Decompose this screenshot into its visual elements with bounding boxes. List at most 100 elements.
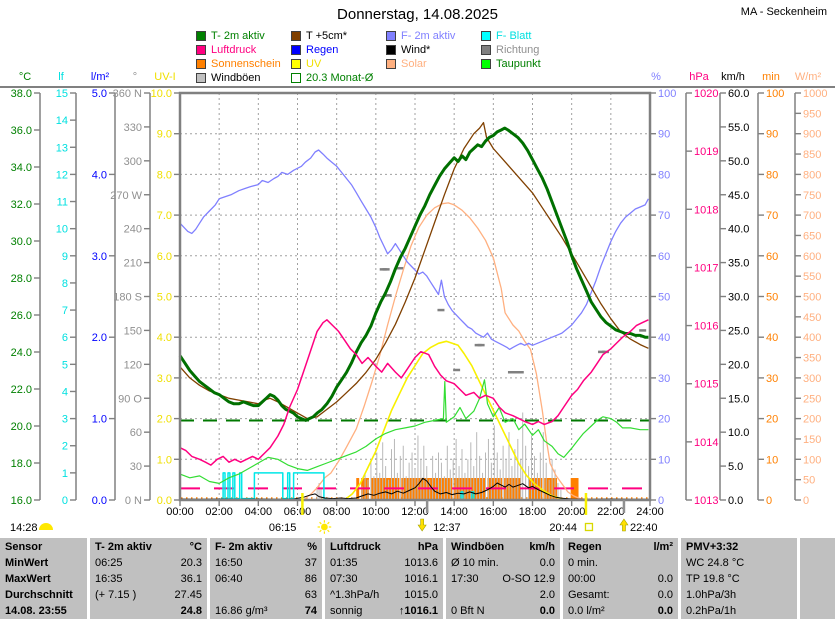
- legend-color-box: [196, 59, 206, 69]
- axis-tick-label: 30: [658, 373, 670, 385]
- x-tick-label: 12:00: [401, 506, 429, 518]
- axis-tick-label: 50.0: [728, 156, 749, 168]
- legend-color-box: [291, 59, 301, 69]
- table-row: sonnig ↑1016.1: [330, 605, 438, 617]
- axis-tick-label: 36.0: [11, 125, 32, 137]
- table-row: Durchschnitt: [5, 589, 73, 601]
- legend-item-7[interactable]: Wind*: [386, 43, 481, 57]
- axis-tick-label: 30.0: [728, 292, 749, 304]
- marker-label: 12:37: [433, 522, 461, 534]
- legend-item-1[interactable]: T- 2m aktiv: [196, 29, 291, 43]
- legend-item-4[interactable]: F- Blatt: [481, 29, 591, 43]
- legend-item-3[interactable]: F- 2m aktiv: [386, 29, 481, 43]
- axis-tick-label: 15.0: [728, 393, 749, 405]
- legend-item-label: UV: [306, 58, 322, 70]
- axis-tick-label: 9: [62, 251, 68, 263]
- axis-title-min: min: [762, 71, 780, 83]
- table-row: 2.0: [539, 589, 555, 601]
- axis-tick-label: 1.0: [157, 454, 172, 466]
- axis-tick-label: 2: [62, 441, 68, 453]
- axis-tick-label: 60: [130, 427, 142, 439]
- legend-item-2[interactable]: T +5cm*: [291, 29, 386, 43]
- axis-tick-label: 32.0: [11, 199, 32, 211]
- axis-tick-label: 10: [658, 454, 670, 466]
- axis-tick-label: 70: [658, 210, 670, 222]
- axis-tick-label: 300: [803, 373, 821, 385]
- summary-table: Sensor MinWert MaxWert Durchschnitt 14.08. 2…: [0, 538, 835, 619]
- axis-tick-label: 3.0: [157, 373, 172, 385]
- legend-item-11[interactable]: Solar: [386, 57, 481, 71]
- series-f-2m-aktiv: [179, 149, 649, 351]
- legend-item-12[interactable]: Taupunkt: [481, 57, 591, 71]
- x-tick-label: 02:00: [205, 506, 233, 518]
- table-column-luftdruck: Luftdruck hPa 01:35 1013.6 07:30 1016.1 ^1.3hP…: [325, 538, 443, 619]
- axis-tick-label: 700: [803, 210, 821, 222]
- legend-item-9[interactable]: Sonnenschein: [196, 57, 291, 71]
- legend-color-box: [196, 31, 206, 41]
- legend-color-box: [291, 31, 301, 41]
- axis-tick-label: 300: [124, 156, 142, 168]
- sun-ray: [319, 521, 322, 525]
- legend-item-8[interactable]: Richtung: [481, 43, 591, 57]
- axis-tick-label: 10: [766, 454, 778, 466]
- legend-item-5[interactable]: Luftdruck: [196, 43, 291, 57]
- series-luftdruck: [179, 319, 649, 466]
- axis-tick-label: 28.0: [11, 273, 32, 285]
- axis-tick-label: 500: [803, 292, 821, 304]
- table-row: 63: [304, 589, 317, 601]
- axis-tick-label: 8.0: [157, 169, 172, 181]
- table-row: F- 2m aktiv%: [215, 541, 317, 553]
- legend-item-label: Luftdruck: [211, 44, 257, 56]
- x-tick-label: 04:00: [245, 506, 273, 518]
- axis-tick-label: 14: [56, 115, 68, 127]
- axis-tick-label: 6: [62, 332, 68, 344]
- axis-tick-label: 850: [803, 149, 821, 161]
- legend-color-box: [481, 59, 491, 69]
- axis-tick-label: 1014: [694, 437, 718, 449]
- table-row: 0.2hPa/1h: [686, 605, 737, 617]
- axis-tick-label: 200: [803, 414, 821, 426]
- legend-item-14[interactable]: 20.3 Monat-Ø: [291, 71, 386, 85]
- axis-title-lf: lf: [58, 71, 64, 83]
- axis-tick-label: 1020: [694, 88, 718, 100]
- axis-title-UV-I: UV-I: [154, 71, 175, 83]
- axis-tick-label: 20: [658, 414, 670, 426]
- table-row: 0 min.: [568, 557, 598, 569]
- axis-tick-label: 4: [62, 386, 68, 398]
- table-row: 17:30 O-SO 12.9: [451, 573, 555, 585]
- axis-tick-label: 800: [803, 169, 821, 181]
- legend-item-13[interactable]: Windböen: [196, 71, 291, 85]
- table-row: MaxWert: [5, 573, 51, 585]
- axis-tick-label: 1016: [694, 321, 718, 333]
- legend-color-box: [196, 45, 206, 55]
- axis-tick-label: 0: [658, 495, 664, 507]
- x-tick-label: 14:00: [440, 506, 468, 518]
- axis-tick-label: 60: [658, 251, 670, 263]
- axis-tick-label: 1013: [694, 495, 718, 507]
- axis-tick-label: 0.0: [92, 495, 107, 507]
- axis-tick-label: 180 S: [113, 292, 142, 304]
- axis-title-°C: °C: [19, 71, 31, 83]
- axis-tick-label: 5.0: [157, 292, 172, 304]
- legend-item-6[interactable]: Regen: [291, 43, 386, 57]
- axis-tick-label: 20: [766, 414, 778, 426]
- axis-tick-label: 22.0: [11, 384, 32, 396]
- axis-tick-label: 550: [803, 271, 821, 283]
- axis-tick-label: 330: [124, 122, 142, 134]
- legend-color-box: [386, 31, 396, 41]
- table-row: 1.0hPa/3h: [686, 589, 737, 601]
- axis-tick-label: 900: [803, 129, 821, 141]
- axis-tick-label: 50: [658, 292, 670, 304]
- table-row: Luftdruck hPa: [330, 541, 438, 553]
- table-row: Ø 10 min. 0.0: [451, 557, 555, 569]
- x-tick-label: 24:00: [636, 506, 664, 518]
- axis-tick-label: 0.0: [728, 495, 743, 507]
- axis-tick-label: 30.0: [11, 236, 32, 248]
- axis-tick-label: 1019: [694, 146, 718, 158]
- x-tick-label: 08:00: [323, 506, 351, 518]
- axis-title-%: %: [651, 71, 661, 83]
- axis-tick-label: 10.0: [728, 427, 749, 439]
- legend-item-10[interactable]: UV: [291, 57, 386, 71]
- legend-item-label: 20.3 Monat-Ø: [306, 72, 374, 84]
- axis-tick-label: 20.0: [728, 359, 749, 371]
